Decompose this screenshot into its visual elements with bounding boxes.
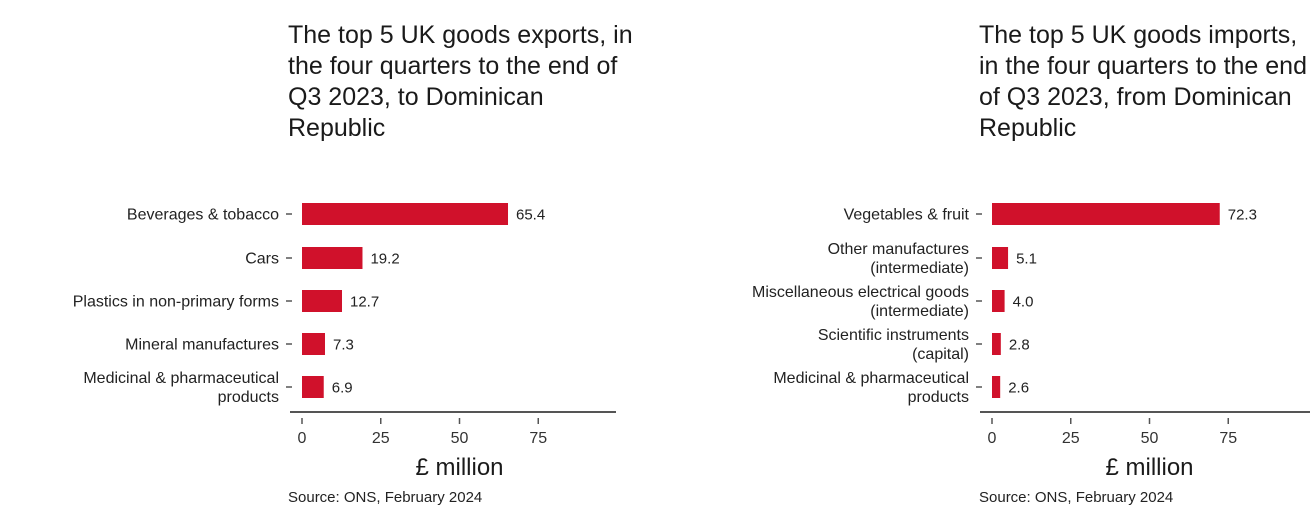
exports-value-label: 65.4 [516,207,545,224]
exports-value-label: 6.9 [332,380,353,397]
imports-chart-title: The top 5 UK goods imports, in the four … [979,21,1307,142]
imports-value-label: 2.8 [1009,337,1030,354]
imports-category-label: Medicinal & pharmaceutical products [773,370,969,406]
imports-bar [992,247,1009,269]
imports-x-tick-label: 75 [1219,430,1237,447]
imports-source-note: Source: ONS, February 2024 [979,489,1174,506]
exports-chart-title: The top 5 UK goods exports, in the four … [288,21,633,142]
exports-bar-chart: Beverages & tobacco 65.4 Cars 19.2 Plastics … [73,203,616,481]
imports-value-label: 5.1 [1016,251,1037,268]
imports-bar [992,290,1005,312]
exports-value-label: 12.7 [350,294,379,311]
imports-chart-panel: The top 5 UK goods imports, in the four … [660,0,1312,511]
exports-x-tick-label: 25 [372,430,390,447]
exports-x-tick-label: 75 [529,430,547,447]
imports-value-label: 2.6 [1008,380,1029,397]
imports-value-label: 4.0 [1013,294,1034,311]
imports-x-tick-label: 50 [1141,430,1159,447]
exports-x-tick-label: 0 [298,430,307,447]
exports-category-label: Cars [245,251,279,268]
imports-category-label: Vegetables & fruit [844,207,970,224]
exports-value-label: 19.2 [370,251,399,268]
exports-bar [302,333,325,355]
exports-category-label: Mineral manufactures [125,337,279,354]
imports-bar [992,333,1001,355]
imports-x-tick-label: 25 [1062,430,1080,447]
imports-category-label: Miscellaneous electrical goods (intermedi… [752,284,969,320]
exports-category-label: Plastics in non-primary forms [73,294,279,311]
imports-x-axis-title: £ million [1105,454,1193,481]
imports-bar [992,376,1001,398]
exports-bar [302,290,343,312]
exports-source-note: Source: ONS, February 2024 [288,489,483,506]
exports-bar [302,376,324,398]
exports-category-label: Beverages & tobacco [127,207,279,224]
imports-bar [992,203,1220,225]
exports-bar [302,247,363,269]
imports-value-label: 72.3 [1228,207,1257,224]
exports-bar [302,203,509,225]
exports-chart-panel: The top 5 UK goods exports, in the four … [0,0,640,511]
imports-category-label: Other manufactures (intermediate) [828,241,969,277]
exports-x-axis-title: £ million [415,454,503,481]
exports-value-label: 7.3 [333,337,354,354]
exports-x-tick-label: 50 [451,430,469,447]
exports-category-label: Medicinal & pharmaceutical products [83,370,279,406]
imports-category-label: Scientific instruments (capital) [818,327,969,363]
imports-bar-chart: Vegetables & fruit 72.3 Other manufactures… [752,203,1310,481]
imports-x-tick-label: 0 [988,430,997,447]
